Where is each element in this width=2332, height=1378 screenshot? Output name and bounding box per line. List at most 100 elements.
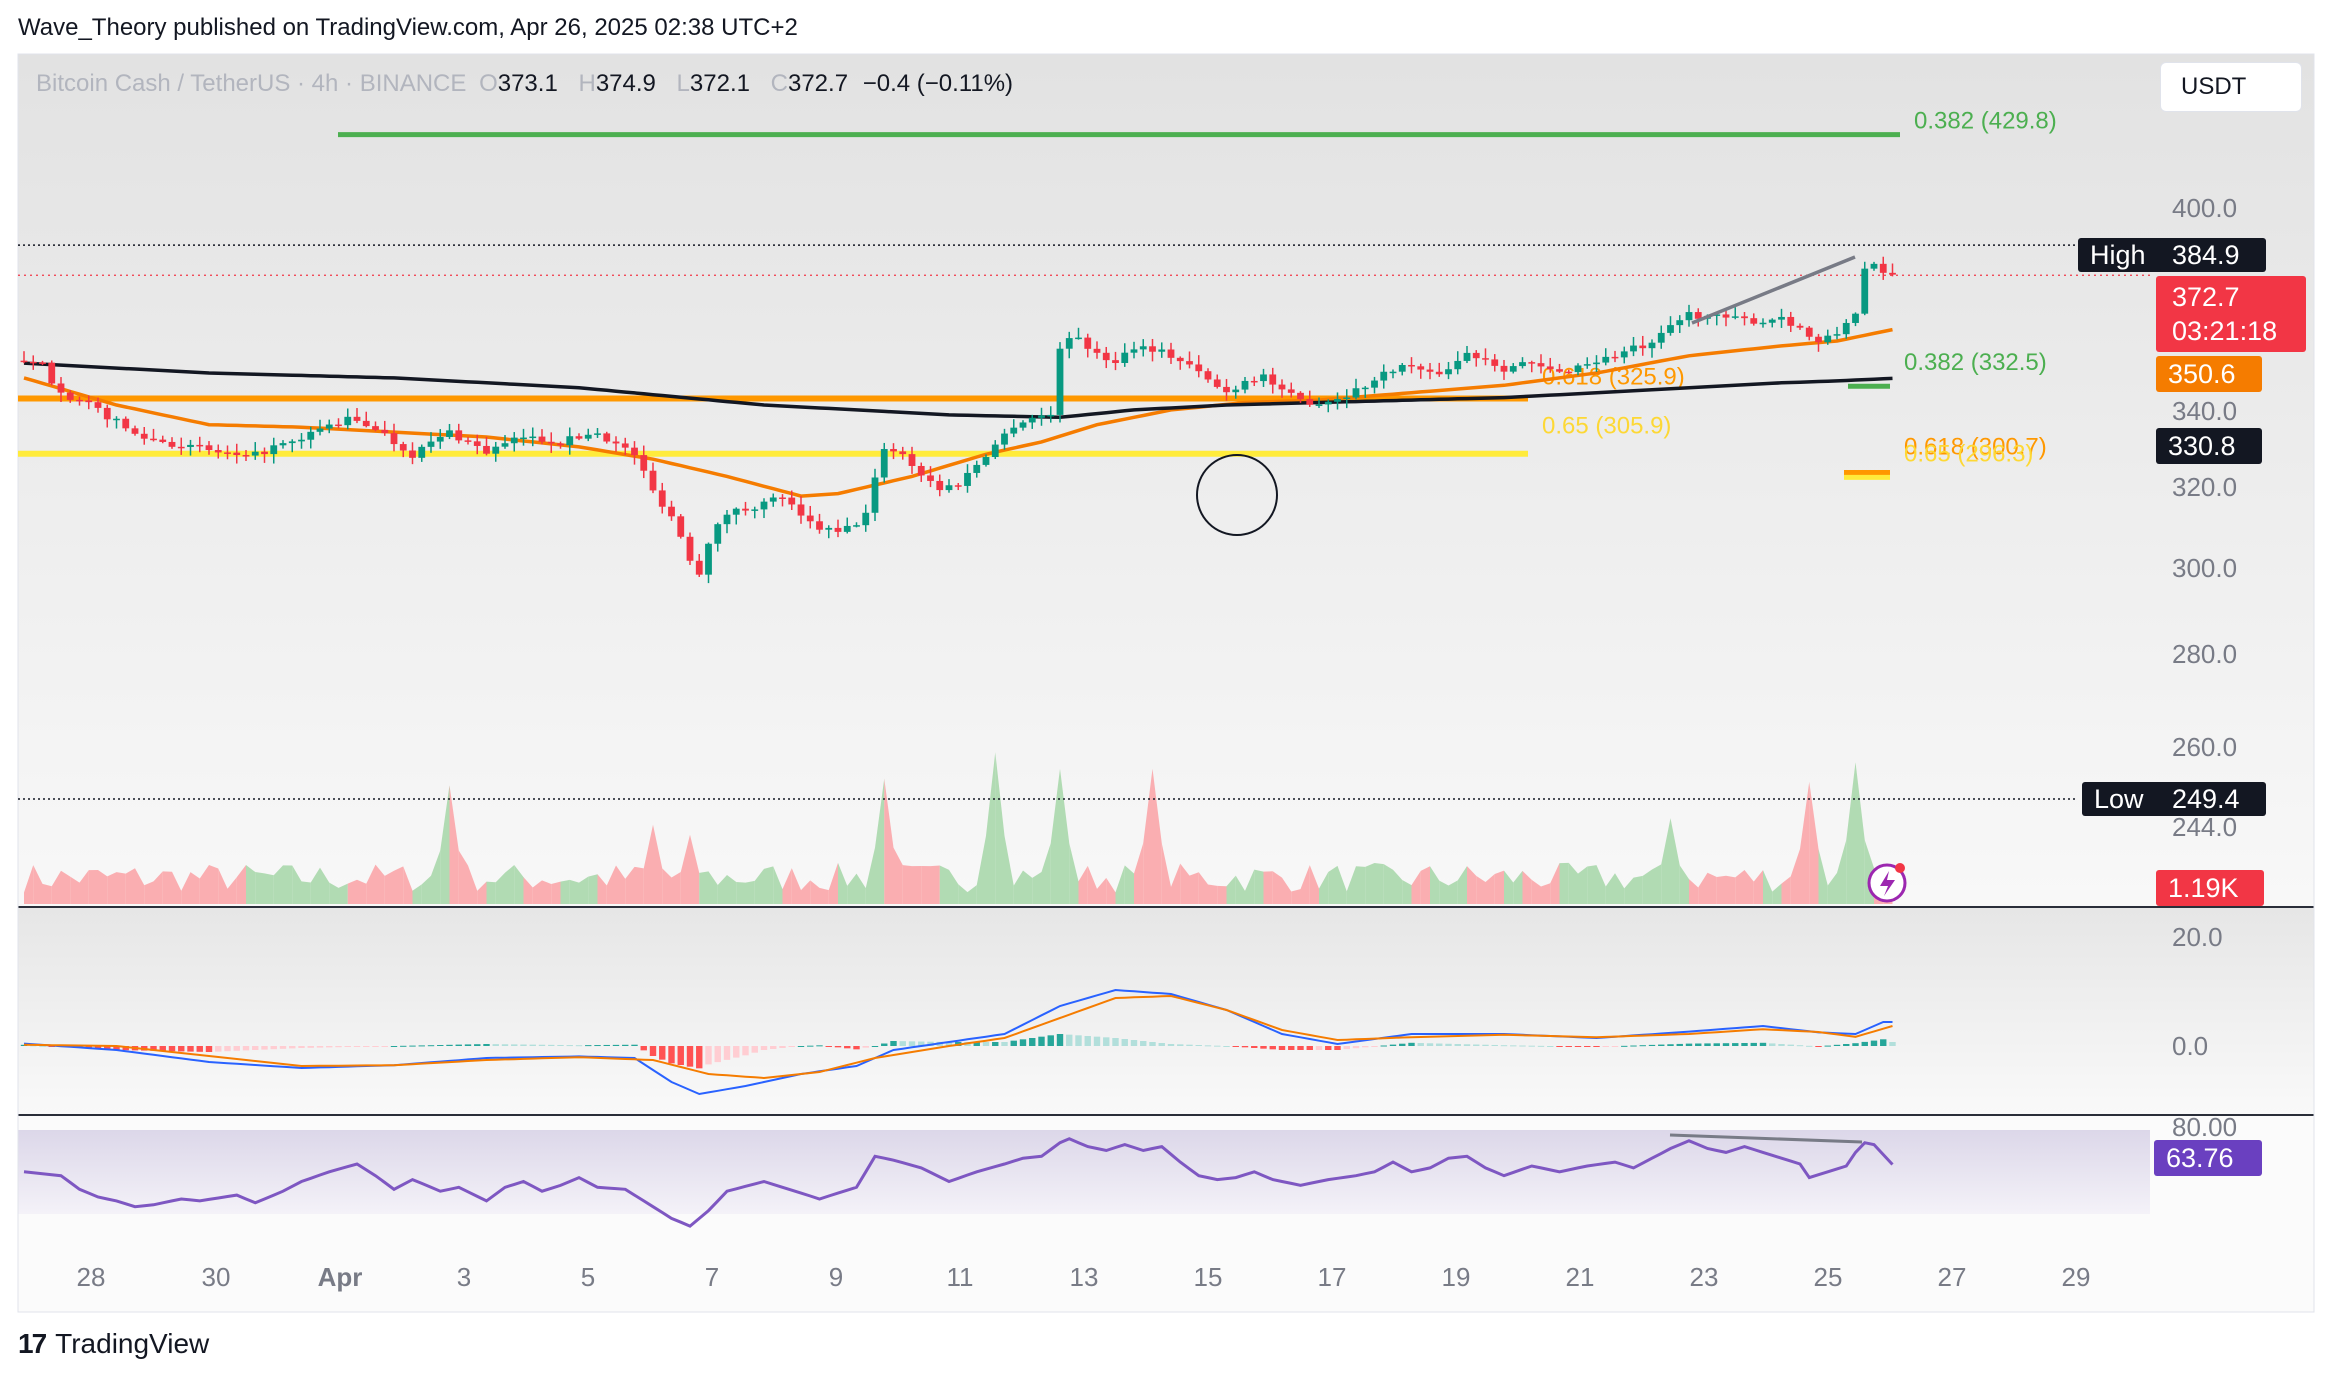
candle-body	[538, 436, 546, 442]
time-tick-label: 30	[202, 1262, 231, 1292]
macd-histogram-bar	[1232, 1046, 1239, 1047]
macd-histogram-bar	[612, 1044, 620, 1046]
candle-body	[103, 407, 111, 420]
candle-body	[1232, 389, 1240, 393]
volume-area	[384, 870, 394, 904]
macd-histogram-bar	[446, 1044, 453, 1046]
macd-histogram-bar	[1112, 1038, 1119, 1046]
macd-histogram-bar	[1241, 1046, 1249, 1048]
candle-body	[1694, 312, 1702, 319]
candle-body	[1611, 356, 1619, 359]
macd-histogram-bar	[677, 1046, 684, 1065]
macd-histogram-bar	[205, 1046, 213, 1052]
macd-histogram-bar	[751, 1046, 758, 1053]
candle-body	[1269, 374, 1277, 385]
macd-histogram-bar	[1436, 1043, 1443, 1046]
candle-body	[1768, 319, 1776, 323]
candle-body	[575, 436, 583, 439]
low-tag-label: Low	[2094, 784, 2144, 814]
high-value: 374.9	[595, 70, 656, 97]
volume-area	[1393, 869, 1403, 904]
macd-histogram-bar	[1066, 1034, 1073, 1046]
candle-body	[1556, 369, 1563, 372]
candle-body	[732, 508, 740, 515]
macd-histogram-bar	[918, 1041, 925, 1046]
candle-body	[1352, 388, 1360, 398]
time-tick-label: 3	[457, 1262, 471, 1292]
macd-histogram-bar	[1565, 1046, 1572, 1047]
symbol-name[interactable]: Bitcoin Cash / TetherUS · 4h · BINANCE	[36, 70, 467, 97]
macd-histogram-bar	[1639, 1045, 1646, 1047]
volume-area	[597, 874, 607, 904]
volume-area	[902, 865, 912, 904]
macd-histogram-bar	[1186, 1044, 1193, 1046]
macd-histogram-bar	[279, 1046, 287, 1049]
macd-histogram-bar	[668, 1046, 675, 1064]
macd-histogram-bar	[538, 1044, 546, 1046]
macd-histogram-bar	[1593, 1046, 1600, 1047]
volume-area	[1300, 865, 1310, 904]
candle-body	[29, 361, 37, 364]
volume-area	[1328, 865, 1338, 904]
candle-body	[1204, 371, 1212, 380]
volume-area	[98, 870, 108, 904]
volume-area	[579, 876, 589, 904]
macd-histogram-bar	[1806, 1045, 1813, 1047]
candle-body	[48, 362, 56, 384]
rsi-line	[23, 1137, 1894, 1228]
candle-body	[1463, 352, 1471, 361]
candle-body	[1084, 337, 1092, 349]
candle-body	[945, 485, 953, 491]
volume-area	[551, 881, 561, 904]
candle-body	[66, 392, 74, 400]
volume-area	[560, 879, 570, 904]
volume-area	[1670, 818, 1680, 904]
macd-histogram-bar	[1251, 1046, 1258, 1048]
candle-body	[1139, 346, 1147, 350]
candles[interactable]	[20, 256, 1896, 584]
macd-histogram-bar	[1454, 1044, 1461, 1046]
macd-histogram-bar	[788, 1046, 795, 1047]
candle-body	[908, 454, 916, 466]
candle-body	[279, 443, 287, 446]
volume-area	[144, 881, 154, 904]
currency-button[interactable]: USDT	[2160, 62, 2302, 112]
volume-area	[1263, 871, 1273, 904]
macd-histogram-bar	[631, 1044, 638, 1046]
volume-area	[893, 847, 903, 904]
macd-histogram-bar	[1047, 1035, 1054, 1046]
candle-body	[372, 426, 379, 430]
macd-histogram-bar	[908, 1041, 916, 1046]
candle-body	[806, 515, 814, 522]
candle-body	[1361, 387, 1369, 390]
candle-body	[1297, 392, 1304, 400]
candle-body	[39, 362, 46, 364]
volume-area	[320, 867, 330, 904]
candle-body	[1334, 399, 1341, 402]
candle-body	[1260, 374, 1267, 382]
volume-area	[671, 871, 681, 904]
volume-area	[1448, 880, 1458, 904]
annotations	[1196, 255, 1863, 1144]
macd-histogram-bar	[1732, 1043, 1739, 1046]
volume-area	[865, 847, 875, 904]
macd-histogram-bar	[1500, 1045, 1508, 1047]
candle-body	[723, 514, 731, 525]
replay-icon[interactable]	[1867, 863, 1907, 903]
candle-body	[1121, 352, 1129, 363]
candle-body	[1454, 360, 1462, 370]
macd-histogram-bar	[1778, 1044, 1785, 1046]
candle-body	[168, 441, 176, 447]
tradingview-logo[interactable]: 17 TradingView	[18, 1328, 209, 1360]
candle-body	[1676, 320, 1684, 326]
macd-histogram-bar	[455, 1044, 462, 1046]
high-tag-value: 384.9	[2172, 240, 2240, 270]
macd-histogram-bar	[529, 1044, 536, 1046]
high-tag-value-bg	[2160, 238, 2266, 272]
candle-body	[686, 536, 694, 561]
macd-histogram-bar	[973, 1042, 980, 1046]
volume-area	[791, 868, 801, 904]
candle-body	[1065, 338, 1073, 349]
macd-histogram-bar	[483, 1044, 490, 1046]
